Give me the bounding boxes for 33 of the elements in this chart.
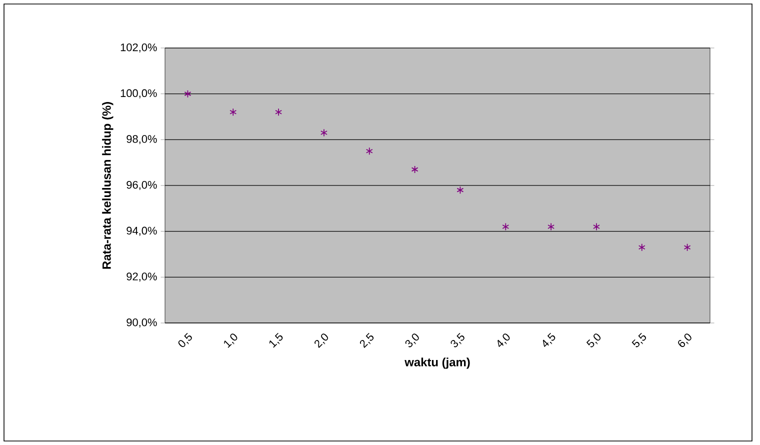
x-tick-label: 0,5 — [178, 332, 192, 348]
y-tick-label: 90,0% — [126, 318, 157, 328]
x-axis-title: waktu (jam) — [404, 358, 470, 369]
x-tick-label: 6,0 — [678, 334, 692, 347]
x-tick-label: 2,5 — [360, 332, 374, 348]
point — [320, 128, 328, 137]
point — [275, 108, 282, 116]
point — [592, 222, 600, 231]
point — [411, 165, 418, 174]
x-tick-label: 4,0 — [498, 334, 510, 348]
y-tick-label: 100,0% — [120, 89, 157, 98]
x-tick-label: 1,5 — [269, 332, 283, 348]
y-axis-title: Rata-rata kelulusan hidup (%) — [102, 102, 114, 269]
x-tick-label: 5,0 — [586, 334, 601, 348]
x-tick-label: 3,0 — [405, 334, 419, 348]
y-tick-label: 96,0% — [126, 180, 157, 190]
point — [230, 108, 237, 116]
x-tick-label: 2,0 — [314, 334, 328, 348]
x-tick-label: 5,5 — [632, 332, 646, 348]
point — [638, 243, 646, 252]
point — [366, 147, 373, 156]
point — [548, 222, 555, 231]
y-tick-label: 98,0% — [126, 135, 157, 144]
x-tick-label: 3,5 — [450, 332, 464, 348]
point — [184, 90, 192, 98]
x-tick-label: 4,5 — [542, 332, 556, 347]
y-tick-label: 92,0% — [126, 272, 157, 282]
point — [684, 243, 691, 252]
y-tick-label: 94,0% — [126, 226, 157, 236]
x-tick-label: 1,0 — [224, 334, 238, 348]
point — [502, 222, 510, 231]
point — [456, 186, 464, 194]
y-tick-label: 102,0% — [120, 43, 157, 53]
